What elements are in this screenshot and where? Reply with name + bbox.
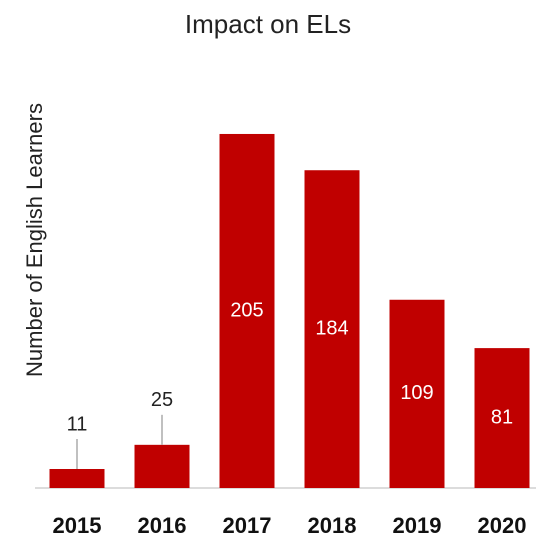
chart-title: Impact on ELs	[185, 9, 351, 39]
x-tick-label: 2020	[478, 513, 527, 538]
x-tick-label: 2019	[393, 513, 442, 538]
bar	[134, 444, 190, 488]
data-label: 184	[315, 317, 348, 339]
y-axis-label: Number of English Learners	[22, 103, 47, 377]
x-tick-label: 2016	[138, 513, 187, 538]
bar	[389, 299, 445, 488]
bar	[474, 348, 530, 488]
x-tick-label: 2018	[308, 513, 357, 538]
data-label: 205	[230, 299, 263, 321]
data-label: 25	[151, 389, 173, 411]
x-tick-label: 2017	[223, 513, 272, 538]
bar	[304, 170, 360, 488]
x-tick-label: 2015	[53, 513, 102, 538]
data-label: 11	[67, 413, 88, 435]
bar	[219, 133, 275, 488]
bar	[49, 469, 105, 488]
data-label: 109	[400, 382, 433, 404]
data-label: 81	[491, 406, 513, 428]
